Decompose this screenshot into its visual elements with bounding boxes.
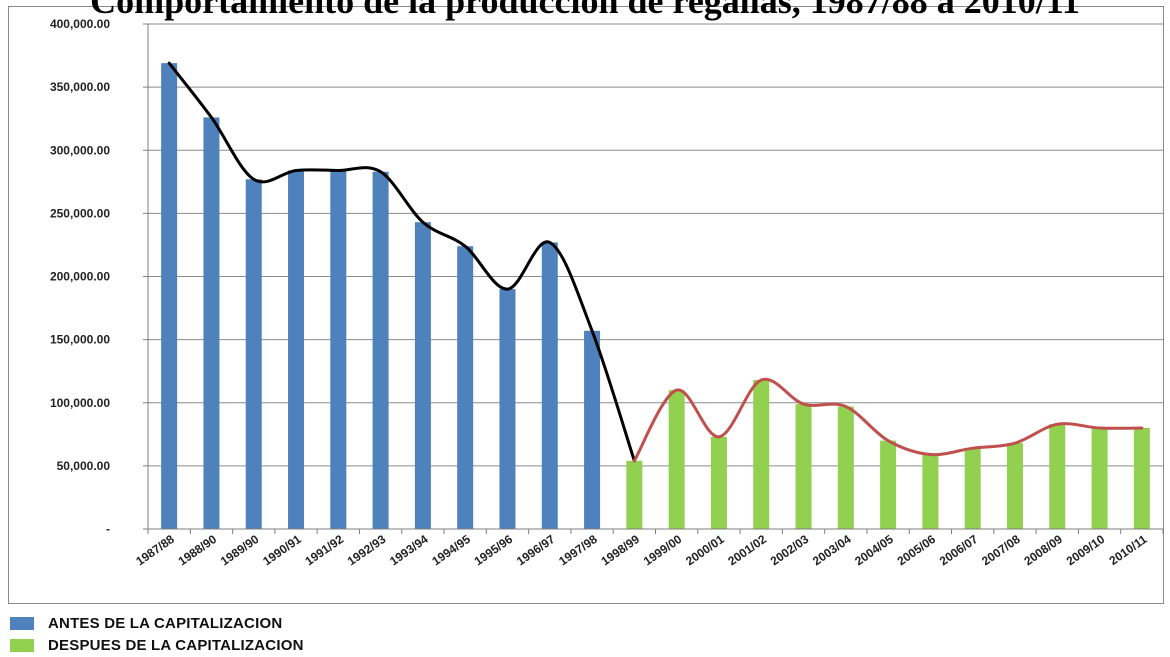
x-tick-label: 1990/91 xyxy=(260,532,304,569)
x-tick-label: 2007/08 xyxy=(979,532,1023,569)
bar-antes xyxy=(414,222,431,529)
trend-line-despues xyxy=(632,377,1144,463)
x-tick-label: 2001/02 xyxy=(725,532,769,569)
y-tick-label: - xyxy=(106,522,110,536)
bar-antes xyxy=(203,117,220,530)
x-tick-label: 1999/00 xyxy=(641,532,685,569)
x-tick-label: 1991/92 xyxy=(302,532,346,569)
bar-antes xyxy=(457,246,474,529)
x-tick-label: 1996/97 xyxy=(514,532,558,569)
bar-despues xyxy=(837,406,854,529)
bar-antes xyxy=(330,170,347,529)
bar-despues xyxy=(668,390,685,529)
x-tick-label: 2003/04 xyxy=(810,532,854,569)
bar-antes xyxy=(584,330,601,529)
bar-antes xyxy=(161,63,178,529)
x-tick-label: 2006/07 xyxy=(937,532,981,569)
x-tick-label: 1998/99 xyxy=(599,532,643,569)
trend-line-antes xyxy=(167,61,636,463)
chart-plot: - 50,000.00 100,000.00 150,000.00 200,000.00… xyxy=(50,17,1164,569)
chart-title: Comportamiento de la producción de regal… xyxy=(90,0,1080,21)
x-tick-label: 1989/90 xyxy=(218,532,262,569)
bar-despues xyxy=(922,454,939,529)
y-tick-label: 350,000.00 xyxy=(50,80,110,94)
y-tick-label: 100,000.00 xyxy=(50,396,110,410)
bar-antes xyxy=(541,242,558,529)
x-tick-label: 1995/96 xyxy=(472,532,516,569)
bar-despues xyxy=(753,380,770,529)
bar-despues xyxy=(626,460,643,529)
legend-label-despues: DESPUES DE LA CAPITALIZACION xyxy=(48,636,304,654)
bar-despues xyxy=(964,448,981,529)
bar-antes xyxy=(245,179,262,529)
x-tick-label: 1997/98 xyxy=(556,532,600,569)
x-tick-label: 1994/95 xyxy=(429,532,473,569)
x-tick-label: 2000/01 xyxy=(683,532,727,569)
legend-swatch-antes xyxy=(10,616,34,630)
bar-despues xyxy=(795,404,812,529)
y-tick-label: 250,000.00 xyxy=(50,206,110,220)
y-tick-label: 150,000.00 xyxy=(50,333,110,347)
bar-despues xyxy=(710,436,727,529)
bar-despues xyxy=(1006,443,1023,529)
legend-label-antes: ANTES DE LA CAPITALIZACION xyxy=(48,614,283,632)
legend-item-despues: DESPUES DE LA CAPITALIZACION xyxy=(10,634,304,656)
x-tick-label: 2010/11 xyxy=(1107,532,1150,568)
x-tick-label: 2009/10 xyxy=(1064,532,1108,569)
x-tick-label: 1987/88 xyxy=(133,532,177,569)
y-tick-label: 200,000.00 xyxy=(50,270,110,284)
bar-despues xyxy=(1133,428,1150,529)
bar-antes xyxy=(372,171,389,529)
x-tick-label: 2002/03 xyxy=(768,532,812,569)
x-tick-label: 2004/05 xyxy=(852,532,896,569)
x-tick-label: 1993/94 xyxy=(387,532,431,569)
legend-swatch-despues xyxy=(10,638,34,652)
x-tick-label: 1988/90 xyxy=(176,532,220,569)
bar-despues xyxy=(1091,428,1108,529)
bar-antes xyxy=(499,289,516,529)
x-tick-label: 2008/09 xyxy=(1021,532,1065,569)
legend-item-antes: ANTES DE LA CAPITALIZACION xyxy=(10,612,282,634)
y-tick-label: 50,000.00 xyxy=(57,459,111,473)
bar-despues xyxy=(880,440,897,529)
x-tick-label: 1992/93 xyxy=(345,532,389,569)
y-tick-label: 300,000.00 xyxy=(50,143,110,157)
y-tick-label: 400,000.00 xyxy=(50,17,110,31)
bar-antes xyxy=(288,170,305,529)
bar-despues xyxy=(1049,424,1066,529)
x-tick-label: 2005/06 xyxy=(895,532,939,569)
